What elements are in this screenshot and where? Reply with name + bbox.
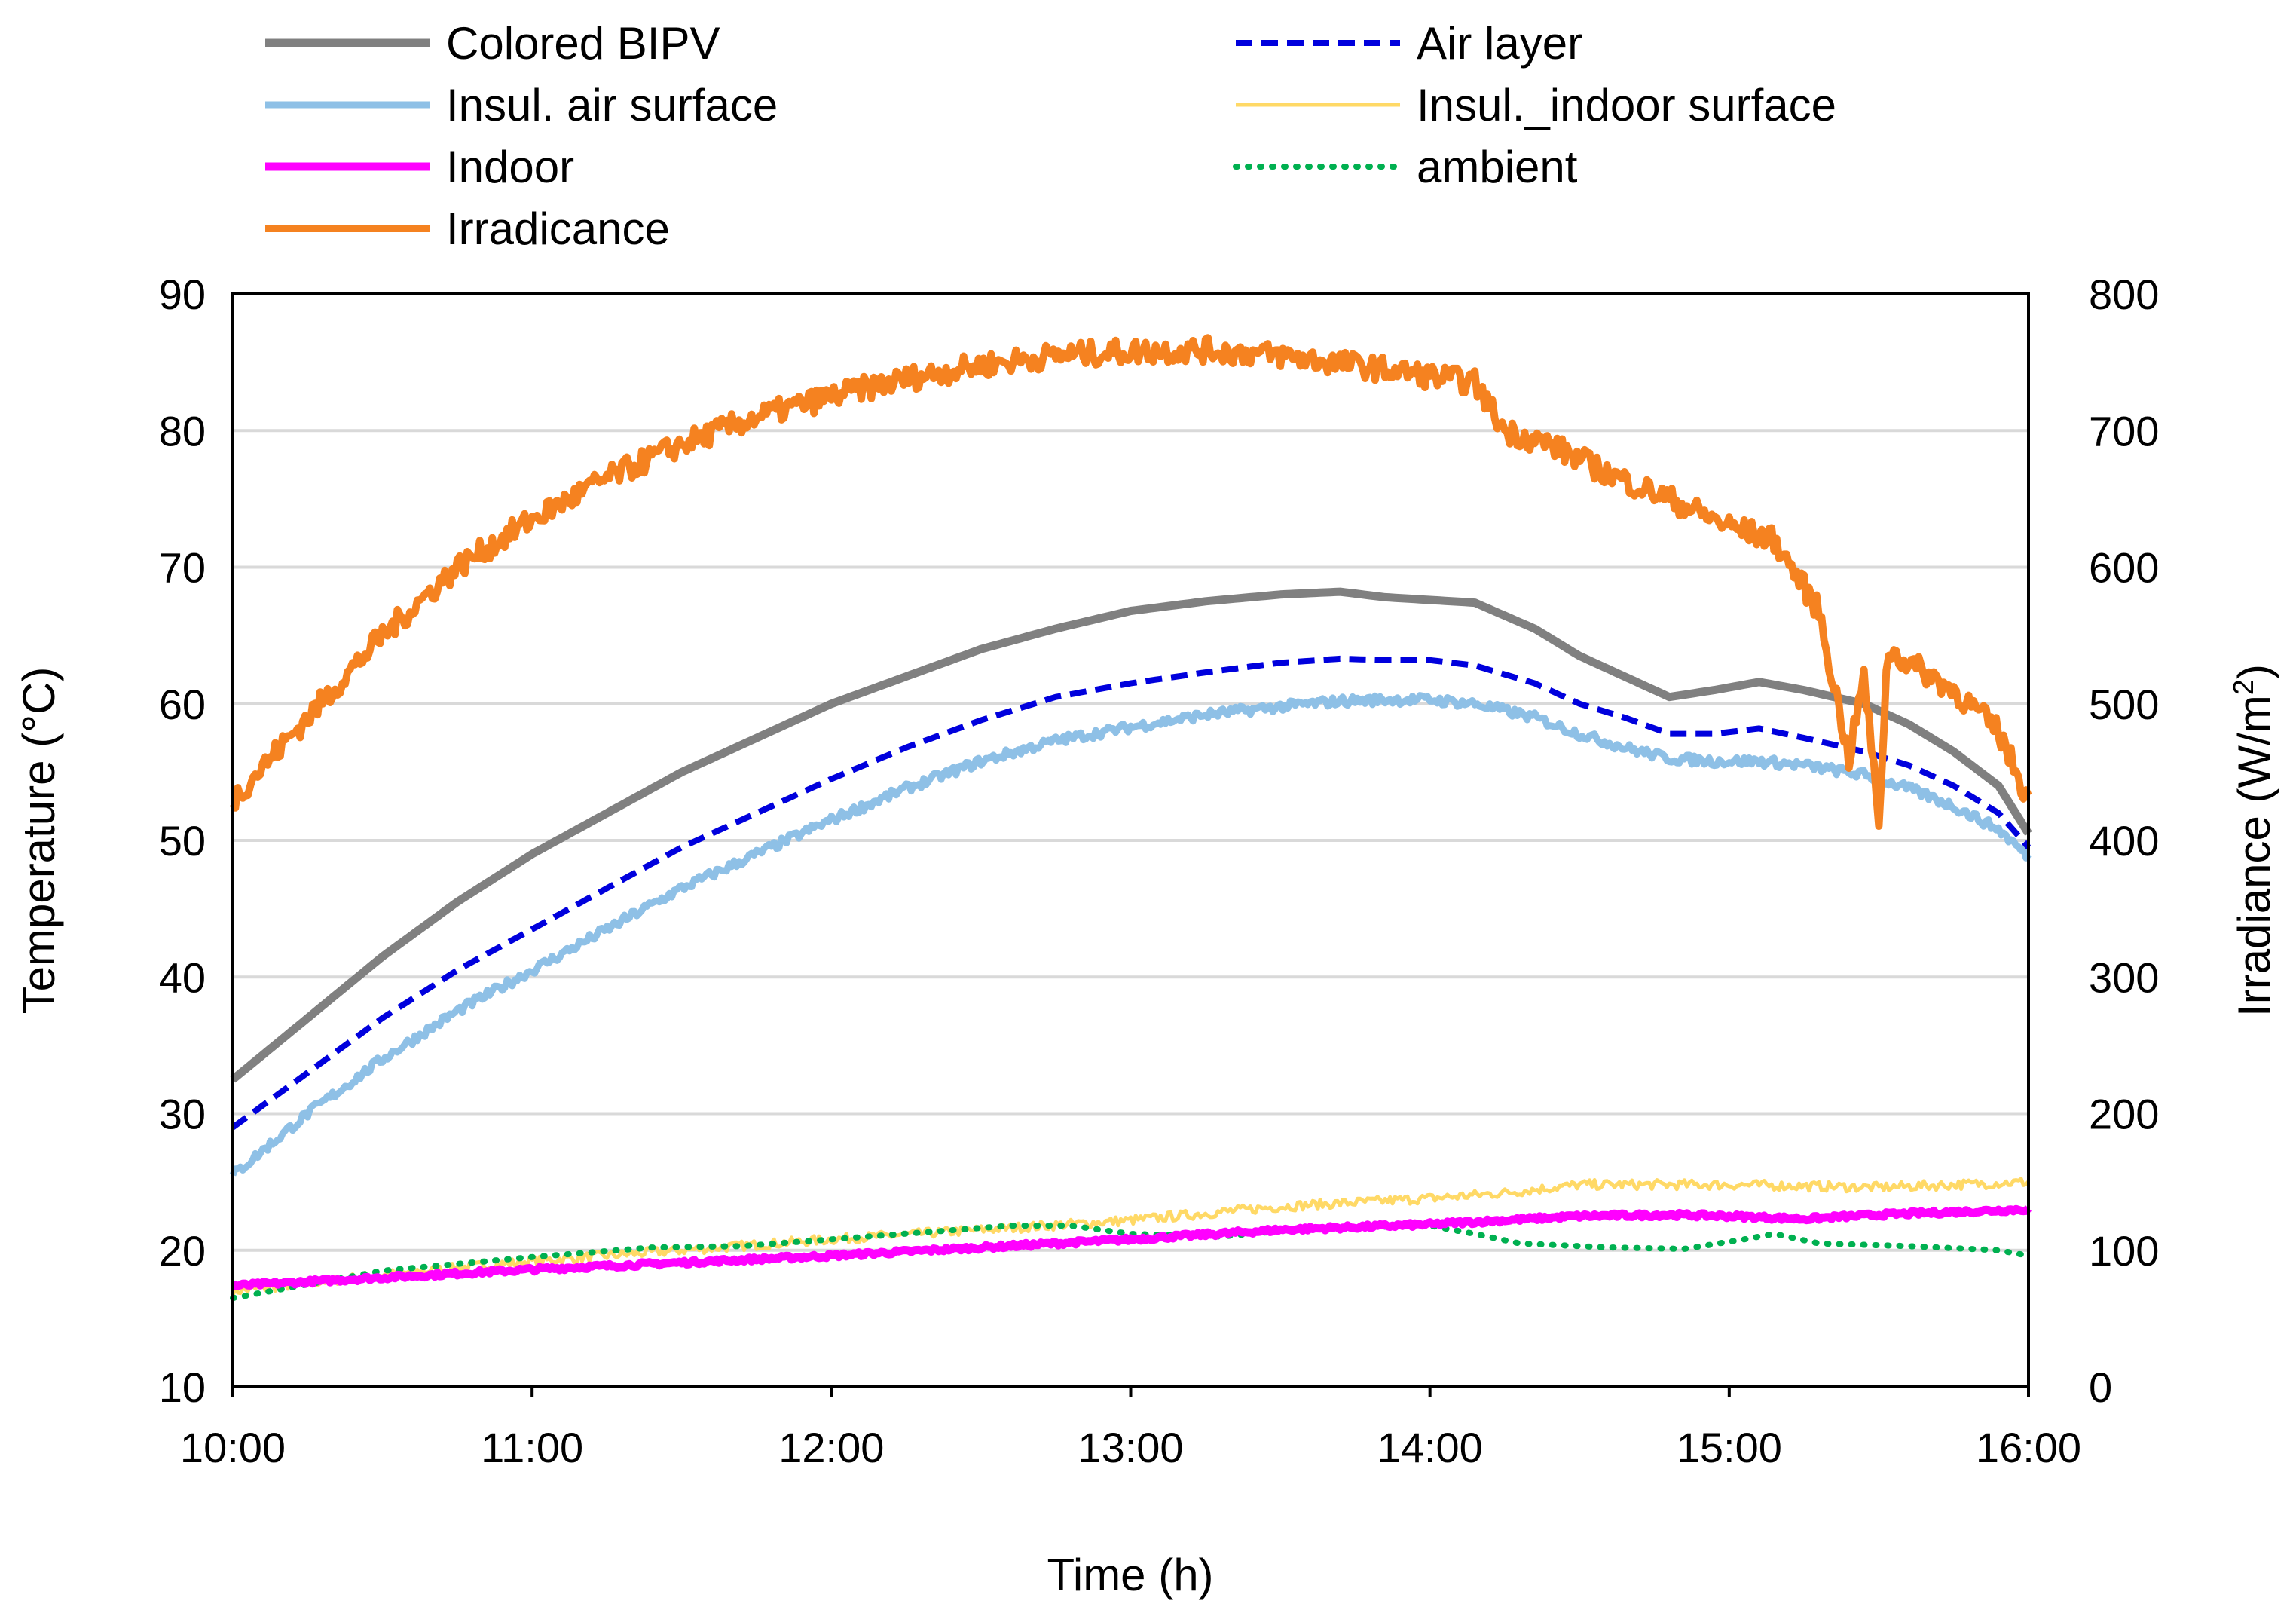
y2-tick-label: 600 (2089, 544, 2159, 592)
series-line-irradicance (229, 334, 2032, 830)
y-tick-label: 80 (159, 407, 206, 454)
legend-label-colored-bipv: Colored BIPV (446, 18, 720, 69)
axis-ticks: 10 20 30 40 50 60 70 80 90 0 100 200 300 400 500 600 700… (159, 271, 2160, 1471)
legend-label-indoor: Indoor (446, 142, 574, 192)
x-axis-title: Time (h) (1047, 1550, 1213, 1600)
y-tick-label: 30 (159, 1091, 206, 1138)
y-tick-label: 40 (159, 953, 206, 1001)
x-tick-label: 10:00 (180, 1424, 286, 1471)
y2-tick-label: 200 (2089, 1091, 2159, 1138)
legend-label-irradicance: Irradicance (446, 204, 670, 254)
x-tick-label: 13:00 (1078, 1424, 1183, 1471)
y-tick-label: 90 (159, 271, 206, 318)
y-tick-label: 20 (159, 1227, 206, 1275)
y2-axis-title-close: ) (2229, 664, 2279, 679)
legend-label-air-layer: Air layer (1417, 18, 1582, 69)
legend: Colored BIPV Insul. air surface Indoor Irra… (265, 18, 1836, 254)
series-line-insul-air-surface (229, 692, 2032, 1177)
series-line-colored-bipv (230, 587, 2032, 1083)
series-line-indoor (231, 1204, 2032, 1290)
y2-tick-label: 500 (2089, 681, 2159, 728)
y2-tick-label: 400 (2089, 817, 2159, 865)
y2-axis-title-main: Irradiance (W/m (2229, 695, 2279, 1017)
x-tick-label: 16:00 (1976, 1424, 2081, 1471)
y2-tick-label: 100 (2089, 1227, 2159, 1275)
y2-tick-label: 0 (2089, 1364, 2112, 1411)
x-tick-label: 15:00 (1677, 1424, 1782, 1471)
y-tick-label: 10 (159, 1364, 206, 1411)
legend-label-ambient: ambient (1417, 142, 1578, 192)
series-lines (229, 334, 2032, 1302)
x-tick-label: 12:00 (778, 1424, 884, 1471)
gridlines (233, 429, 2028, 1252)
legend-label-insul-air-surface: Insul. air surface (446, 80, 778, 130)
legend-label-insul-indoor-surface: Insul._indoor surface (1417, 80, 1836, 130)
y-tick-label: 70 (159, 544, 206, 592)
x-tick-label: 14:00 (1377, 1424, 1483, 1471)
x-tick-label: 11:00 (481, 1424, 583, 1471)
y2-tick-label: 800 (2089, 271, 2159, 318)
y2-tick-label: 300 (2089, 953, 2159, 1001)
y-tick-label: 60 (159, 681, 206, 728)
y2-axis-title-sup: 2 (2228, 679, 2260, 695)
y2-tick-label: 700 (2089, 407, 2159, 454)
series-line-ambient (230, 1223, 2032, 1302)
series-line-air-layer (231, 655, 2032, 1130)
y-axis-title: Temperature (°C) (14, 667, 64, 1015)
y2-axis-title: Irradiance (W/m2) (2228, 664, 2279, 1017)
y-tick-label: 50 (159, 817, 206, 865)
